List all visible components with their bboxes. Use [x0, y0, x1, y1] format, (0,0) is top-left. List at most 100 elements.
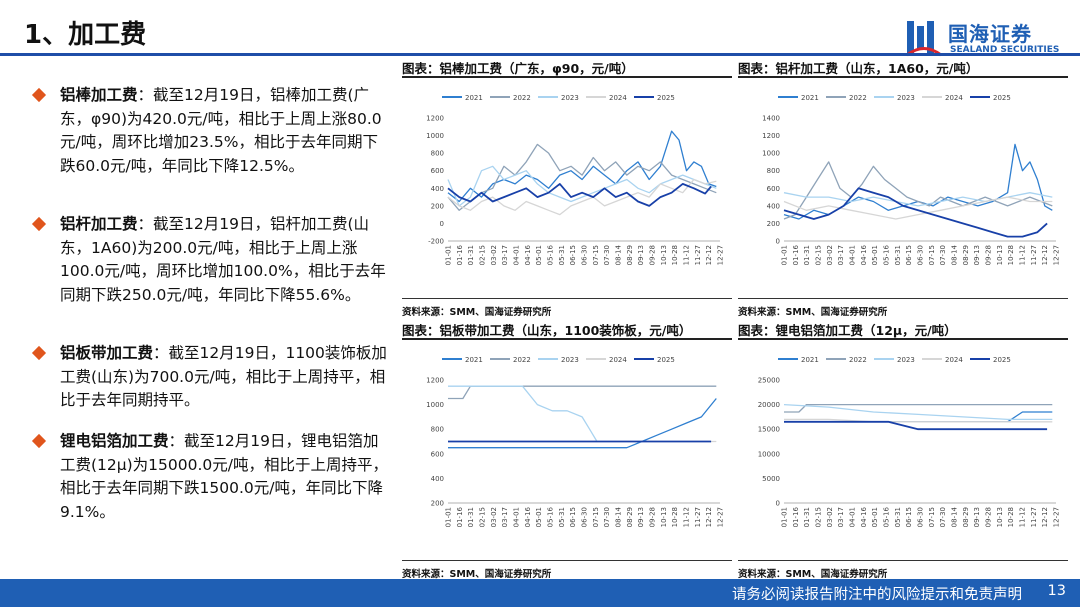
diamond-bullet-icon: [31, 345, 47, 361]
chart-plot: 2021 2022 2023 2024 2025 -200 0 200 400 600 800 100…: [426, 94, 724, 265]
x-tick-label: 07-15: [928, 245, 936, 265]
x-tick-label: 04-16: [524, 244, 532, 265]
title-divider: [0, 53, 1080, 56]
series-line-2023: [783, 403, 1053, 421]
bullet-label: 铝板带加工费: [60, 344, 154, 362]
y-tick-label: 200: [767, 220, 780, 228]
x-tick-label: 11-27: [694, 507, 702, 527]
chart-title: 图表：铝杆加工费（山东，1A60，元/吨）: [738, 61, 979, 76]
legend-label: 2024: [609, 356, 627, 364]
legend-label: 2022: [849, 94, 867, 102]
x-tick-label: 03-02: [490, 507, 498, 527]
series-line-2022: [447, 143, 717, 211]
x-tick-label: 07-15: [592, 507, 600, 527]
x-tick-label: 01-01: [781, 507, 789, 527]
x-tick-label: 05-01: [871, 245, 879, 265]
legend-label: 2022: [849, 356, 867, 364]
series-line-2021: [447, 130, 717, 203]
x-tick-label: 07-30: [603, 245, 611, 265]
x-tick-label: 04-01: [849, 245, 857, 265]
page-number: 13: [1047, 583, 1066, 599]
x-tick-label: 10-13: [660, 245, 668, 265]
legend-label: 2025: [993, 94, 1011, 102]
series-line-2022: [448, 385, 717, 400]
y-tick-label: 800: [431, 426, 444, 434]
chart-plot: 2021 2022 2023 2024 2025 0 200 400 600 800 1000 120…: [762, 94, 1061, 265]
x-tick-label: 10-13: [660, 507, 668, 527]
footer-bar: 请务必阅读报告附注中的风险提示和免责声明 13: [0, 579, 1080, 607]
x-tick-label: 11-27: [694, 245, 702, 265]
chart-bottom-rule: [738, 298, 1068, 299]
chart-title: 图表：铝棒加工费（广东，φ90，元/吨）: [402, 61, 634, 76]
series-line-2025: [783, 187, 1048, 238]
x-tick-label: 09-28: [649, 507, 657, 527]
x-tick-label: 06-30: [917, 507, 925, 527]
x-tick-label: 04-16: [860, 244, 868, 265]
chart-bottom-rule: [738, 560, 1068, 561]
x-tick-label: 09-28: [649, 245, 657, 265]
chart-title-rule: [402, 338, 732, 340]
y-tick-label: 1400: [762, 115, 780, 123]
x-tick-label: 01-31: [803, 245, 811, 265]
chart-bottom-rule: [402, 560, 732, 561]
legend-label: 2023: [897, 94, 915, 102]
x-tick-label: 01-01: [781, 245, 789, 265]
x-tick-label: 10-28: [1007, 507, 1015, 527]
bullet-wire-rod: 铝杆加工费：截至12月19日，铝杆加工费(山东，1A60)为200.0元/吨，相…: [31, 213, 386, 325]
chart-source: 资料来源：SMM、国海证券研究所: [402, 569, 552, 580]
y-tick-label: 0: [440, 220, 444, 228]
bullet-foil: 锂电铝箔加工费：截至12月19日，锂电铝箔加工费(12μ)为15000.0元/吨…: [31, 430, 388, 524]
chart-title: 图表：锂电铝箔加工费（12μ，元/吨）: [738, 323, 957, 338]
series-line-2023: [447, 165, 717, 207]
y-tick-label: 1000: [426, 401, 444, 409]
x-tick-label: 09-13: [637, 245, 645, 265]
x-tick-label: 01-01: [445, 507, 453, 527]
x-tick-label: 08-14: [615, 244, 623, 265]
x-tick-label: 03-02: [826, 245, 834, 265]
chart-title-rule: [738, 76, 1068, 78]
x-tick-label: 05-31: [894, 245, 902, 265]
bullet-label: 铝棒加工费: [60, 86, 138, 104]
x-tick-label: 07-30: [939, 245, 947, 265]
x-tick-label: 08-29: [962, 245, 970, 265]
y-tick-label: 5000: [762, 475, 780, 483]
diamond-bullet-icon: [31, 433, 47, 449]
x-tick-label: 10-28: [671, 507, 679, 527]
legend-label: 2021: [465, 356, 483, 364]
bullet-text: ：截至12月19日，1100装饰板加工费(山东)为700.0元/吨，相比于上周持…: [60, 344, 387, 409]
y-tick-label: 1000: [426, 132, 444, 140]
series-line-2022: [783, 161, 1053, 220]
x-tick-label: 01-01: [445, 245, 453, 265]
x-tick-label: 05-01: [535, 507, 543, 527]
bullet-text: ：截至12月19日，铝棒加工费(广东，φ90)为420.0元/吨，相比于上周上涨…: [60, 86, 382, 175]
x-tick-label: 01-16: [792, 506, 800, 527]
legend-label: 2025: [993, 356, 1011, 364]
y-tick-label: 800: [431, 150, 444, 158]
chart-source: 资料来源：SMM、国海证券研究所: [738, 569, 888, 580]
diamond-bullet-icon: [31, 87, 47, 103]
legend-label: 2024: [609, 94, 627, 102]
y-tick-label: 1000: [762, 150, 780, 158]
series-line-2021: [784, 411, 1053, 423]
x-tick-label: 05-16: [547, 506, 555, 527]
x-tick-label: 08-29: [962, 507, 970, 527]
x-tick-label: 09-28: [985, 245, 993, 265]
x-tick-label: 01-31: [467, 507, 475, 527]
x-tick-label: 12-12: [1041, 245, 1049, 265]
logo-text-cn: 国海证券: [948, 22, 1032, 46]
x-tick-label: 12-12: [705, 507, 713, 527]
series-line-2022: [784, 403, 1053, 413]
chart-title-rule: [402, 76, 732, 78]
x-tick-label: 04-01: [513, 507, 521, 527]
x-tick-label: 02-15: [479, 507, 487, 527]
chart-rod-fee: 图表：铝棒加工费（广东，φ90，元/吨） 2021 2022 2023 2024 202…: [402, 58, 732, 320]
x-tick-label: 03-17: [501, 507, 509, 527]
x-tick-label: 06-15: [569, 245, 577, 265]
x-tick-label: 12-27: [1053, 245, 1061, 265]
x-tick-label: 06-15: [905, 507, 913, 527]
x-tick-label: 03-02: [490, 245, 498, 265]
x-tick-label: 01-31: [803, 507, 811, 527]
y-tick-label: 800: [767, 167, 780, 175]
x-tick-label: 11-12: [683, 507, 691, 527]
x-tick-label: 07-15: [592, 245, 600, 265]
